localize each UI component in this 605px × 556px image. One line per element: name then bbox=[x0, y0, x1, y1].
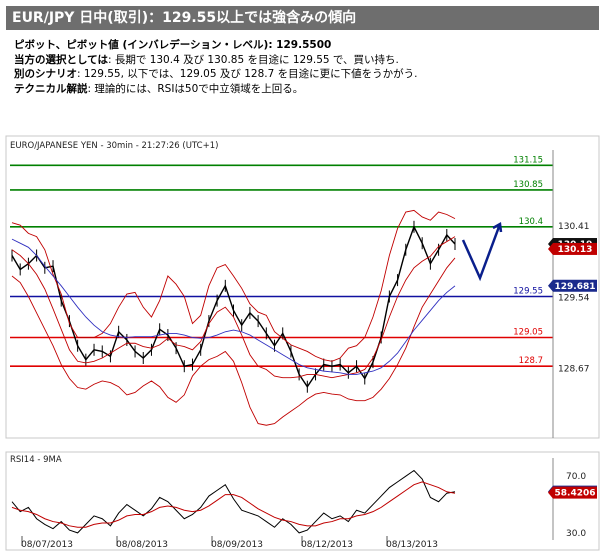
chart-title: EURO/JAPANESE YEN - 30min - 21:27:26 (UT… bbox=[10, 141, 218, 151]
value-tag-130.13 bbox=[553, 242, 597, 255]
level-label: 130.4 bbox=[519, 217, 543, 227]
value-tag-pointer bbox=[548, 242, 553, 255]
x-tick-label: 08/09/2013 bbox=[211, 540, 263, 550]
analysis-summary: ピボット、ピボット値 (インバレデーション・レベル): 129.5500 当方の… bbox=[14, 38, 599, 96]
rsi-layer bbox=[11, 469, 456, 534]
level-label: 129.05 bbox=[513, 328, 543, 338]
rsi_ma-line bbox=[11, 481, 456, 528]
info-value: : 長期で 130.4 及び 130.85 を目途に 129.55 で、買い持ち… bbox=[107, 53, 399, 66]
info-value: 129.5500 bbox=[272, 39, 332, 51]
value-tag-129.681 bbox=[553, 279, 597, 292]
level-label: 130.85 bbox=[513, 180, 543, 190]
bollinger-line bbox=[11, 236, 456, 379]
level-label: 131.15 bbox=[513, 155, 543, 165]
bollinger-line bbox=[11, 257, 456, 426]
y-tick-label: 129.54 bbox=[558, 293, 590, 303]
level-label: 129.55 bbox=[513, 287, 543, 297]
info-label: ピボット、ピボット値 (インバレデーション・レベル): bbox=[14, 39, 273, 51]
value-tag-58.4206 bbox=[553, 486, 597, 499]
info-line-pivot: ピボット、ピボット値 (インバレデーション・レベル): 129.5500 bbox=[14, 38, 599, 53]
page-title: EUR/JPY 日中(取引)：129.55以上では強含みの傾向 bbox=[6, 6, 599, 30]
rsi-line bbox=[11, 469, 456, 534]
info-line-technical: テクニカル解説: 理論的には、RSIは50で中立領域を上回る。 bbox=[14, 82, 599, 97]
info-value: : 129.55, 以下では、129.05 及び 128.7 を目途に更に下値を… bbox=[77, 68, 418, 80]
rsi-title: RSI14 - 9MA bbox=[10, 455, 62, 465]
levels-layer: 131.15 130.85 130.4 129.55 129.05 128.7 bbox=[10, 155, 553, 368]
level-label: 128.7 bbox=[519, 356, 543, 366]
ma-line bbox=[11, 238, 456, 375]
value-tag-pointer bbox=[548, 486, 553, 499]
x-tick-label: 08/13/2013 bbox=[386, 540, 438, 550]
value-tag-pointer bbox=[548, 279, 553, 292]
info-value: : 理論的には、RSIは50で中立領域を上回る。 bbox=[87, 82, 304, 95]
info-label: 当方の選択としては bbox=[14, 53, 108, 66]
rsi-panel-frame bbox=[5, 451, 600, 551]
rsi-y-tick-label: 70.0 bbox=[566, 472, 586, 482]
rsi-y-tick-label: 30.0 bbox=[566, 529, 586, 539]
y-tick-label: 130.41 bbox=[558, 222, 590, 232]
x-tick-label: 08/07/2013 bbox=[21, 540, 73, 550]
info-label: テクニカル解説 bbox=[14, 82, 88, 95]
series-layer bbox=[11, 209, 456, 426]
value-tag-label: 58.4206 bbox=[555, 489, 596, 499]
main-panel-frame bbox=[5, 135, 600, 439]
axis-layer: 130.41129.54128.6770.030.0130.19130.1312… bbox=[21, 150, 597, 550]
info-line-alternative: 別のシナリオ: 129.55, 以下では、129.05 及び 128.7 を目途… bbox=[14, 67, 599, 82]
value-tag-label: 129.681 bbox=[555, 282, 596, 292]
forecast-arrow bbox=[461, 221, 503, 282]
info-label: 別のシナリオ bbox=[14, 68, 77, 80]
x-tick-label: 08/12/2013 bbox=[301, 540, 353, 550]
value-tag-label: 130.13 bbox=[558, 245, 593, 255]
info-line-choice: 当方の選択としては: 長期で 130.4 及び 130.85 を目途に 129.… bbox=[14, 53, 599, 68]
y-tick-label: 128.67 bbox=[558, 365, 590, 375]
bollinger-line bbox=[11, 209, 456, 362]
x-tick-label: 08/08/2013 bbox=[116, 540, 168, 550]
